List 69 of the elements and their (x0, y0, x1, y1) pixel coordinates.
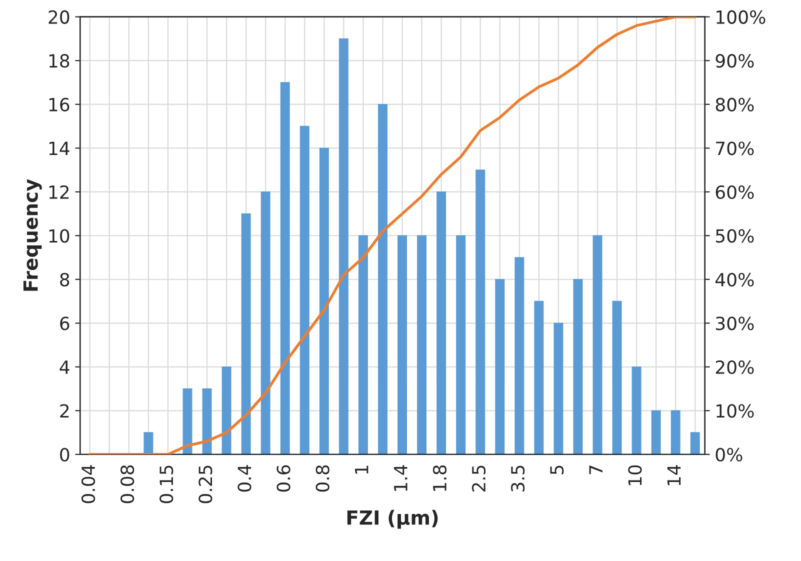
bar (456, 235, 466, 454)
y-tick-label: 10 (49, 229, 70, 243)
bar (319, 148, 329, 454)
x-tick-label: 2.5 (472, 466, 486, 492)
x-tick-label: 1 (355, 466, 368, 474)
x-tick-label: 5 (550, 466, 564, 474)
y-tick-label: 16 (49, 98, 70, 112)
bar (495, 279, 505, 454)
y2-tick-label: 60% (716, 185, 754, 199)
x-tick-label: 10 (628, 465, 642, 486)
y-tick-label: 4 (60, 360, 70, 374)
y2-tick-label: 0% (716, 448, 742, 462)
bar (378, 104, 388, 454)
y2-tick-label: 30% (716, 316, 754, 330)
bar (436, 192, 446, 454)
y2-tick-label: 100% (716, 10, 766, 24)
x-axis-title: FZI (µm) (347, 510, 438, 529)
y-tick-label: 6 (60, 316, 70, 330)
bar (417, 235, 427, 454)
x-tick-label: 0.04 (81, 465, 96, 504)
y-tick-label: 0 (60, 448, 70, 462)
x-tick-label: 0.15 (160, 466, 174, 504)
bar (222, 366, 232, 454)
y2-tick-label: 50% (716, 229, 754, 243)
bar (398, 235, 407, 454)
x-tick-label: 7 (589, 466, 602, 474)
bar (670, 410, 680, 454)
bar (592, 235, 602, 454)
y-tick-label: 2 (60, 404, 69, 418)
bar (573, 279, 583, 454)
y-tick-label: 14 (49, 142, 70, 155)
x-tick-label: 1.8 (432, 465, 447, 491)
y2-tick-label: 70% (716, 142, 754, 156)
x-tick-label: 1.4 (394, 465, 408, 491)
y-tick-label: 8 (60, 272, 70, 286)
bar (632, 366, 642, 454)
bar (182, 388, 192, 454)
x-tick-label: 3.5 (510, 466, 525, 492)
bar (338, 38, 348, 454)
y2-tick-label: 80% (716, 98, 754, 112)
y-axis-title: Frequency (23, 179, 42, 291)
y2-tick-label: 40% (715, 272, 754, 286)
x-tick-label: 14 (667, 465, 681, 486)
bar (690, 432, 700, 454)
bar (280, 82, 290, 454)
x-tick-label: 0.6 (276, 465, 290, 492)
bar (202, 388, 212, 454)
x-tick-label: 0.4 (238, 465, 252, 492)
bar (358, 235, 368, 454)
bar (144, 432, 154, 454)
y-tick-label: 12 (49, 185, 69, 199)
x-tick-label: 0.08 (120, 465, 134, 504)
x-tick-label: 0.8 (316, 465, 330, 492)
bar (300, 126, 310, 454)
bar (554, 322, 564, 454)
x-tick-label: 0.25 (198, 466, 212, 504)
bar (476, 170, 486, 454)
bar (651, 410, 661, 454)
line-series (88, 16, 697, 454)
bar (241, 213, 251, 454)
y2-tick-label: 90% (716, 54, 754, 68)
y-tick-label: 20 (48, 10, 70, 24)
y-tick-label: 18 (49, 54, 70, 68)
bar (612, 300, 622, 454)
bar (514, 257, 524, 454)
y2-tick-label: 10% (716, 404, 754, 418)
bar (534, 300, 544, 454)
y2-tick-label: 20% (716, 360, 754, 374)
bar (260, 192, 270, 454)
